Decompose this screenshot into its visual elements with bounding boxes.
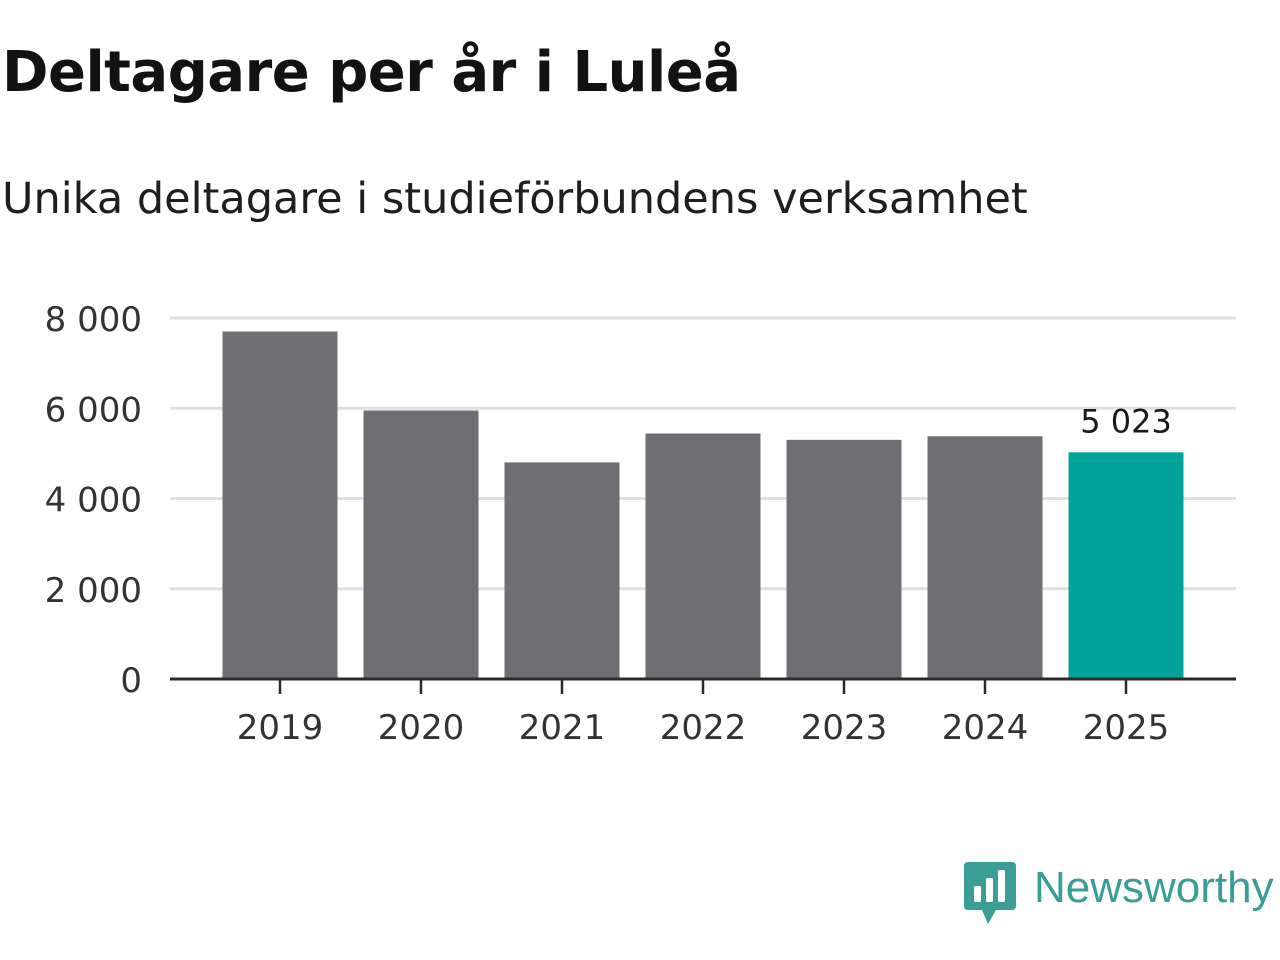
x-tick-label: 2023 [801, 708, 888, 748]
brand-name: Newsworthy [1034, 863, 1274, 912]
bar-2019 [222, 331, 338, 679]
brand-logo: Newsworthy [964, 862, 1274, 926]
chart-title: Deltagare per år i Luleå [2, 40, 741, 105]
y-tick-label: 8 000 [45, 300, 142, 340]
bar-2024 [927, 436, 1043, 679]
bar-chart-speech-bubble-icon [964, 862, 1016, 924]
labels: 0 2 000 4 000 6 000 8 000 2019 2020 2021 2022 202… [45, 300, 1172, 748]
bar-2023 [786, 439, 902, 679]
y-tick-label: 0 [120, 661, 142, 701]
bar-2021 [504, 462, 620, 679]
x-tick-label: 2021 [519, 708, 606, 748]
bar-2022 [645, 433, 761, 679]
y-tick-label: 4 000 [45, 481, 142, 521]
data-label: 5 023 [1080, 402, 1172, 440]
y-tick-label: 2 000 [45, 571, 142, 611]
axes [170, 677, 1236, 694]
x-tick-label: 2020 [378, 708, 465, 748]
bar-2020 [363, 410, 479, 679]
x-tick-label: 2019 [237, 708, 324, 748]
bars [222, 331, 1184, 679]
bar-2025 [1068, 452, 1184, 679]
chart-subtitle: Unika deltagare i studieförbundens verks… [2, 174, 1028, 224]
bar-chart: 0 2 000 4 000 6 000 8 000 2019 2020 2021 2022 202… [45, 300, 1236, 748]
x-tick-label: 2022 [660, 708, 747, 748]
x-tick-label: 2025 [1083, 708, 1170, 748]
x-tick-label: 2024 [942, 708, 1029, 748]
y-tick-label: 6 000 [45, 390, 142, 430]
